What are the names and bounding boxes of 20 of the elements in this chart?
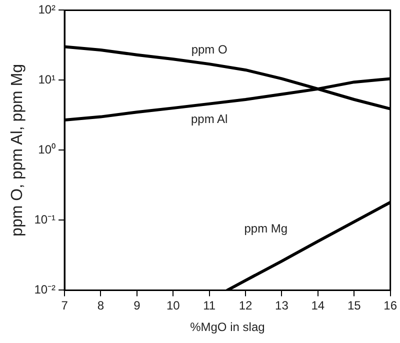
y-tick-label: 10⁻²: [34, 282, 56, 297]
y-tick-label: 10⁰: [38, 142, 56, 157]
y-axis-title: ppm O, ppm Al, ppm Mg: [9, 64, 26, 236]
x-tick-label: 8: [97, 298, 104, 313]
x-tick-label: 16: [384, 298, 398, 313]
x-tick-label: 12: [238, 298, 253, 313]
y-tick-label: 10²: [38, 2, 56, 17]
x-tick-label: 15: [347, 298, 362, 313]
series-label: ppm Al: [190, 112, 228, 126]
y-tick-label: 10⁻¹: [34, 212, 56, 227]
y-tick-label: 10¹: [38, 72, 56, 87]
series-label: ppm O: [191, 42, 228, 56]
series-label: ppm Mg: [244, 222, 288, 236]
x-tick-label: 10: [166, 298, 180, 313]
x-axis-title: %MgO in slag: [190, 320, 265, 334]
x-tick-label: 13: [275, 298, 289, 313]
x-tick-label: 9: [134, 298, 141, 313]
x-tick-label: 11: [203, 298, 216, 313]
x-tick-label: 14: [311, 298, 325, 313]
x-tick-label: 7: [61, 298, 68, 313]
